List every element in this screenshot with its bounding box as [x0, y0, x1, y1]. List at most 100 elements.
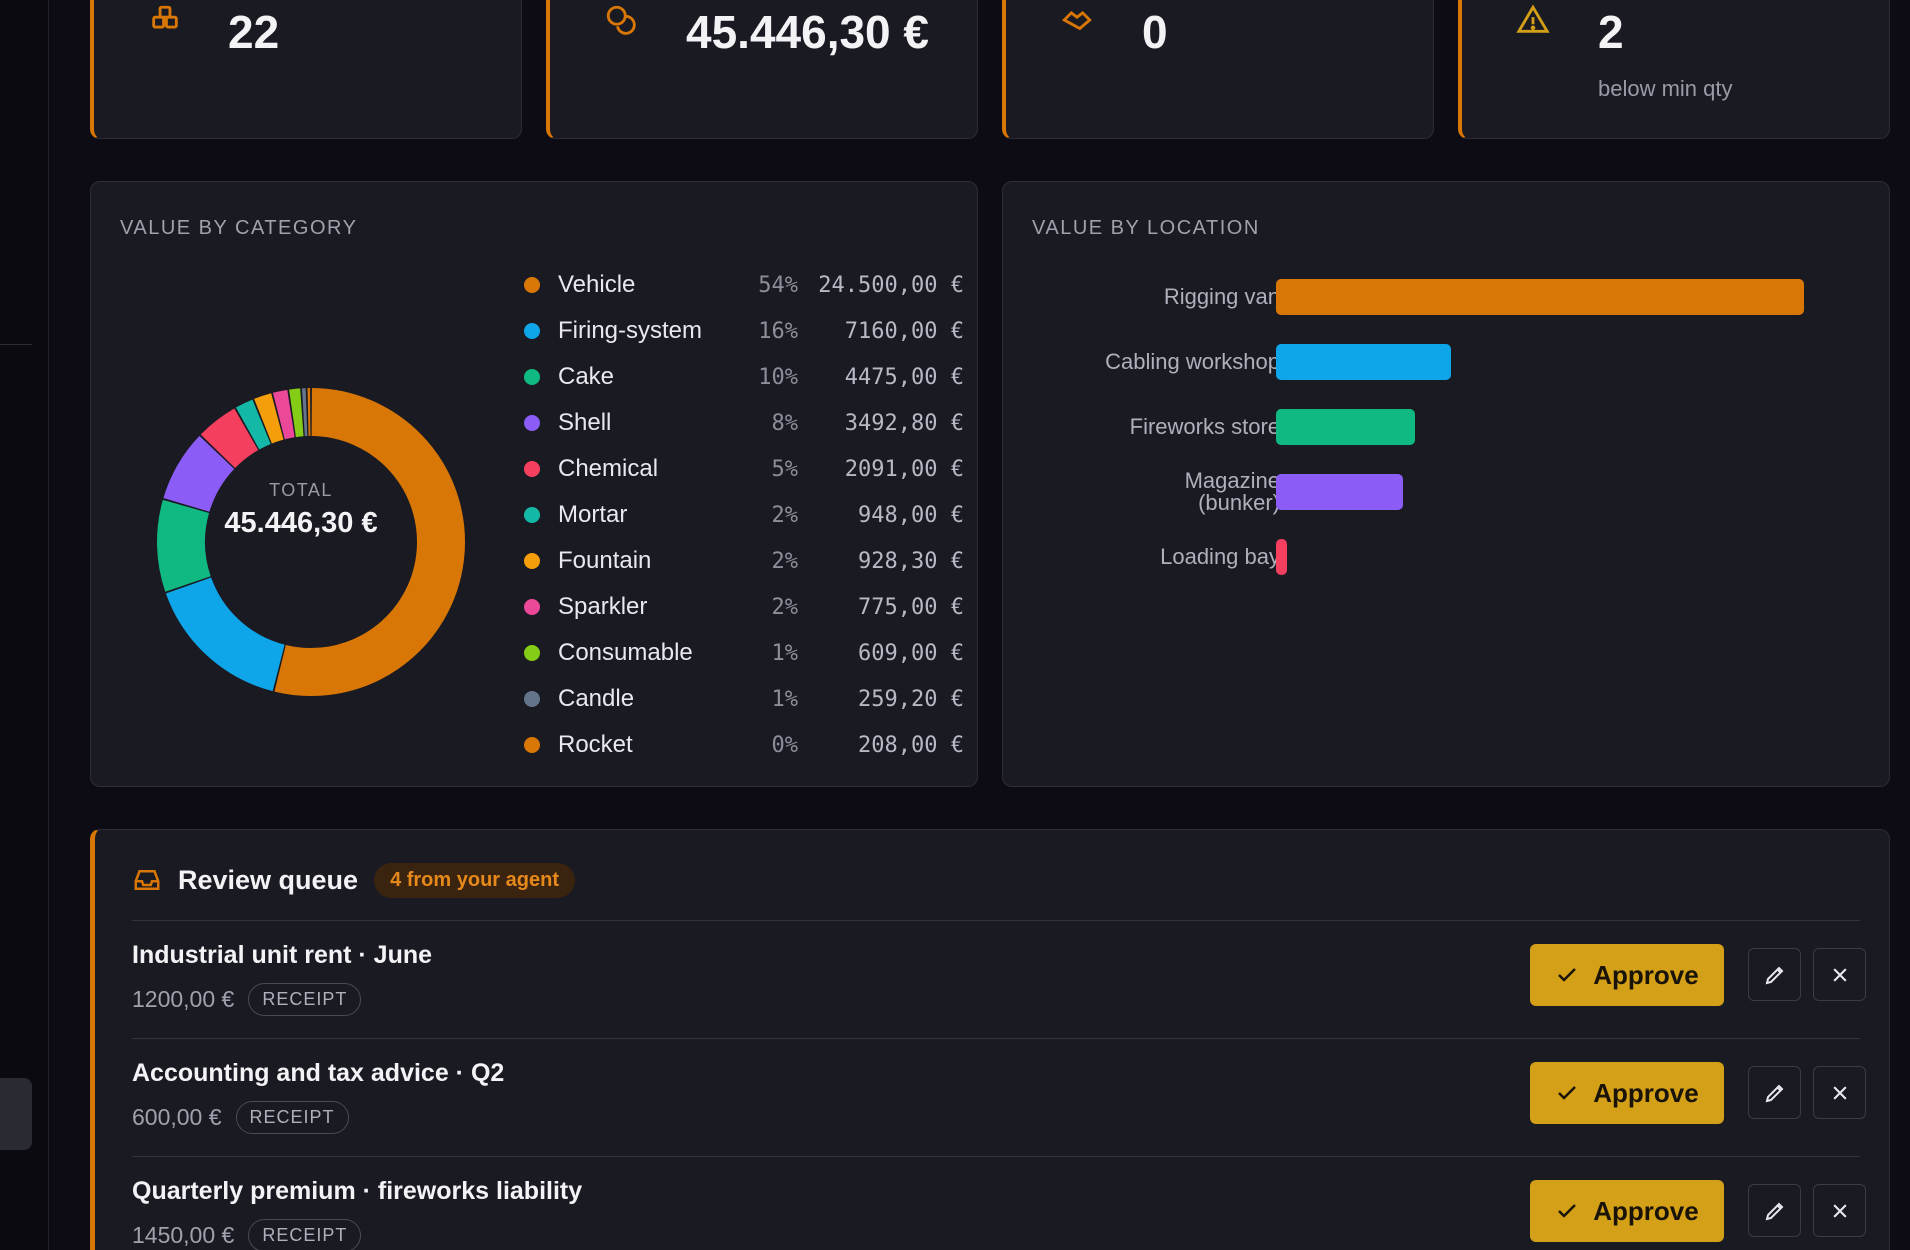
- location-bar-fireworks-store: [1276, 409, 1415, 445]
- location-label: Fireworks store: [1130, 416, 1280, 438]
- donut-slice-cake: [157, 499, 211, 592]
- location-bar-rigging-van: [1276, 279, 1804, 315]
- legend-item: Sparkler 2% 775,00 €: [524, 584, 964, 630]
- donut-slice-sparkler: [272, 389, 295, 440]
- queue-separator: [132, 920, 1860, 921]
- legend-item: Consumable 1% 609,00 €: [524, 630, 964, 676]
- legend-amount: 928,30 €: [858, 548, 964, 574]
- panel-title: VALUE BY LOCATION: [1032, 217, 1260, 239]
- legend-dot: [524, 369, 540, 385]
- legend-label: Chemical: [558, 455, 659, 482]
- location-label-line: Rigging van: [1163, 284, 1280, 309]
- legend-item: Mortar 2% 948,00 €: [524, 492, 964, 538]
- kpi-card-value: 45.446,30 €: [546, 0, 978, 139]
- reject-button[interactable]: [1813, 1066, 1866, 1119]
- close-icon: [1830, 965, 1850, 985]
- close-icon: [1830, 1201, 1850, 1221]
- donut-slice-fountain: [254, 393, 284, 444]
- kpi-value: 22: [228, 6, 280, 58]
- warning-icon: [1516, 4, 1550, 33]
- donut-slice-shell: [163, 435, 235, 513]
- legend-dot: [524, 691, 540, 707]
- approve-label: Approve: [1593, 1195, 1699, 1226]
- review-queue-header: Review queue 4 from your agent: [132, 860, 575, 900]
- queue-item-meta: 1200,00 € RECEIPT: [132, 983, 362, 1016]
- legend-percent: 1%: [771, 686, 799, 712]
- approve-button[interactable]: Approve: [1530, 1180, 1724, 1242]
- queue-item-type-tag: RECEIPT: [235, 1101, 349, 1134]
- legend-percent: 16%: [758, 318, 798, 344]
- legend-label: Sparkler: [558, 593, 648, 620]
- queue-item: Industrial unit rent · June 1200,00 € RE…: [132, 921, 1866, 1031]
- legend-percent: 0%: [771, 732, 799, 758]
- close-icon: [1830, 1083, 1850, 1103]
- kpi-card-low-stock: 2 below min qty: [1458, 0, 1890, 139]
- legend-percent: 2%: [771, 502, 799, 528]
- legend-label: Mortar: [558, 501, 628, 528]
- check-icon: [1555, 963, 1593, 987]
- location-label: Cabling workshop: [1105, 351, 1280, 373]
- legend-amount: 4475,00 €: [844, 364, 964, 390]
- agent-count-badge: 4 from your agent: [374, 862, 575, 898]
- value-by-location-panel: VALUE BY LOCATION: [1002, 181, 1890, 787]
- edit-button[interactable]: [1748, 1066, 1801, 1119]
- kpi-card-items: 22: [90, 0, 522, 139]
- pencil-icon: [1763, 963, 1787, 987]
- location-label: Magazine (bunker): [1185, 470, 1280, 514]
- donut-total-label: TOTAL: [269, 480, 333, 500]
- boxes-icon: [152, 5, 178, 29]
- legend-percent: 2%: [771, 548, 799, 574]
- location-bar-loading-bay: [1276, 539, 1287, 575]
- legend-label: Consumable: [558, 639, 693, 666]
- legend-item: Cake 10% 4475,00 €: [524, 354, 964, 400]
- legend-percent: 5%: [771, 456, 799, 482]
- approve-button[interactable]: Approve: [1530, 1062, 1724, 1124]
- queue-item-meta: 1450,00 € RECEIPT: [132, 1219, 362, 1250]
- legend-percent: 1%: [771, 640, 799, 666]
- legend-item: Fountain 2% 928,30 €: [524, 538, 964, 584]
- location-bar-magazine-bunker-: [1276, 474, 1404, 510]
- location-label-line: Cabling workshop: [1105, 349, 1280, 374]
- reject-button[interactable]: [1813, 1184, 1866, 1237]
- sidebar-divider: [0, 344, 32, 345]
- legend-label: Rocket: [558, 731, 633, 758]
- legend-dot: [524, 277, 540, 293]
- queue-separator: [132, 1038, 1860, 1039]
- location-bar-cabling-workshop: [1276, 344, 1452, 380]
- legend-dot: [524, 599, 540, 615]
- approve-button[interactable]: Approve: [1530, 944, 1724, 1006]
- reject-button[interactable]: [1813, 948, 1866, 1001]
- review-queue: Review queue 4 from your agent Industria…: [90, 829, 1890, 1250]
- kpi-value: 45.446,30 €: [686, 6, 930, 58]
- legend-label: Candle: [558, 685, 635, 712]
- kpi-card-loans: 0: [1002, 0, 1434, 139]
- legend-amount: 3492,80 €: [844, 410, 964, 436]
- queue-item-meta: 600,00 € RECEIPT: [132, 1101, 349, 1134]
- panel-title: VALUE BY CATEGORY: [120, 217, 358, 239]
- sidebar-selected-item[interactable]: [0, 1078, 32, 1150]
- legend-label: Fountain: [558, 547, 652, 574]
- donut-center: TOTAL 45.446,30 €: [201, 480, 401, 540]
- edit-button[interactable]: [1748, 1184, 1801, 1237]
- pencil-icon: [1763, 1081, 1787, 1105]
- legend-item: Shell 8% 3492,80 €: [524, 400, 964, 446]
- legend-label: Cake: [558, 363, 615, 390]
- legend-item: Candle 1% 259,20 €: [524, 676, 964, 722]
- queue-item-type-tag: RECEIPT: [248, 983, 362, 1016]
- review-queue-title: Review queue: [178, 864, 359, 895]
- legend-label: Firing-system: [558, 317, 703, 344]
- queue-item-amount: 1450,00 €: [132, 1222, 235, 1248]
- queue-item: Accounting and tax advice · Q2 600,00 € …: [132, 1039, 1866, 1149]
- legend-amount: 609,00 €: [858, 640, 964, 666]
- queue-item-amount: 1200,00 €: [132, 986, 235, 1012]
- location-label: Loading bay: [1160, 546, 1280, 568]
- queue-item: Quarterly premium · fireworks liability …: [132, 1157, 1866, 1250]
- legend-item: Vehicle 54% 24.500,00 €: [524, 262, 964, 308]
- location-label-line: (bunker): [1198, 490, 1280, 515]
- legend-amount: 259,20 €: [858, 686, 964, 712]
- edit-button[interactable]: [1748, 948, 1801, 1001]
- location-label-line: Magazine: [1184, 468, 1280, 493]
- legend-amount: 208,00 €: [858, 732, 964, 758]
- legend-label: Shell: [558, 409, 612, 436]
- donut-slice-firing-system: [165, 576, 286, 692]
